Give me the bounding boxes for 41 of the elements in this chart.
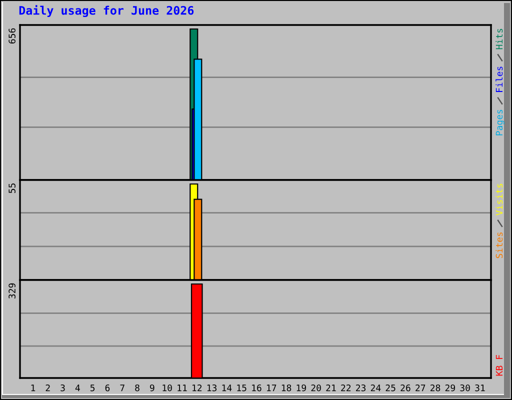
x-tick-label: 21 [326, 384, 336, 392]
x-tick-label: 25 [386, 384, 396, 392]
x-tick-label: 30 [460, 384, 470, 392]
text: Files [496, 66, 503, 92]
x-tick-label: 14 [222, 384, 232, 392]
x-tick-label: 20 [311, 384, 321, 392]
x-tick-label: 26 [400, 384, 410, 392]
text: 656 [8, 28, 16, 44]
x-tick-label: 12 [192, 384, 202, 392]
x-tick-label: 7 [120, 384, 124, 392]
x-tick-label: 9 [150, 384, 154, 392]
text: KB F [496, 355, 503, 376]
x-tick-label: 13 [207, 384, 217, 392]
x-tick-label: 5 [90, 384, 95, 392]
x-tick-label: 19 [296, 384, 306, 392]
x-tick-label: 29 [445, 384, 455, 392]
text: Pages [496, 110, 504, 136]
x-tick-label: 11 [178, 384, 187, 392]
text: Visits [496, 184, 503, 216]
x-tick-label: 31 [475, 384, 485, 392]
x-tick-label: 2 [46, 384, 50, 392]
x-tick-label: 10 [162, 384, 172, 392]
text: 329 [8, 283, 16, 298]
x-tick-label: 24 [370, 384, 381, 392]
x-tick-label: 16 [252, 384, 262, 392]
x-tick-label: 27 [416, 384, 426, 392]
chart-title: Daily usage for June 2026 [19, 5, 194, 18]
x-tick-label: 22 [341, 384, 351, 392]
x-tick-label: 6 [105, 384, 110, 392]
text: Sites [496, 232, 503, 258]
x-tick-label: 3 [60, 384, 65, 392]
x-tick-label: 15 [237, 384, 246, 392]
x-tick-label: 18 [282, 384, 292, 392]
text: Hits [496, 28, 503, 50]
x-tick-label: 1 [31, 384, 36, 392]
x-tick-label: 8 [135, 384, 140, 392]
x-tick-label: 28 [430, 384, 440, 392]
x-tick-label: 17 [267, 384, 276, 392]
x-tick-label: 23 [356, 384, 366, 392]
x-tick-label: 4 [75, 384, 80, 392]
text: 55 [8, 184, 16, 194]
